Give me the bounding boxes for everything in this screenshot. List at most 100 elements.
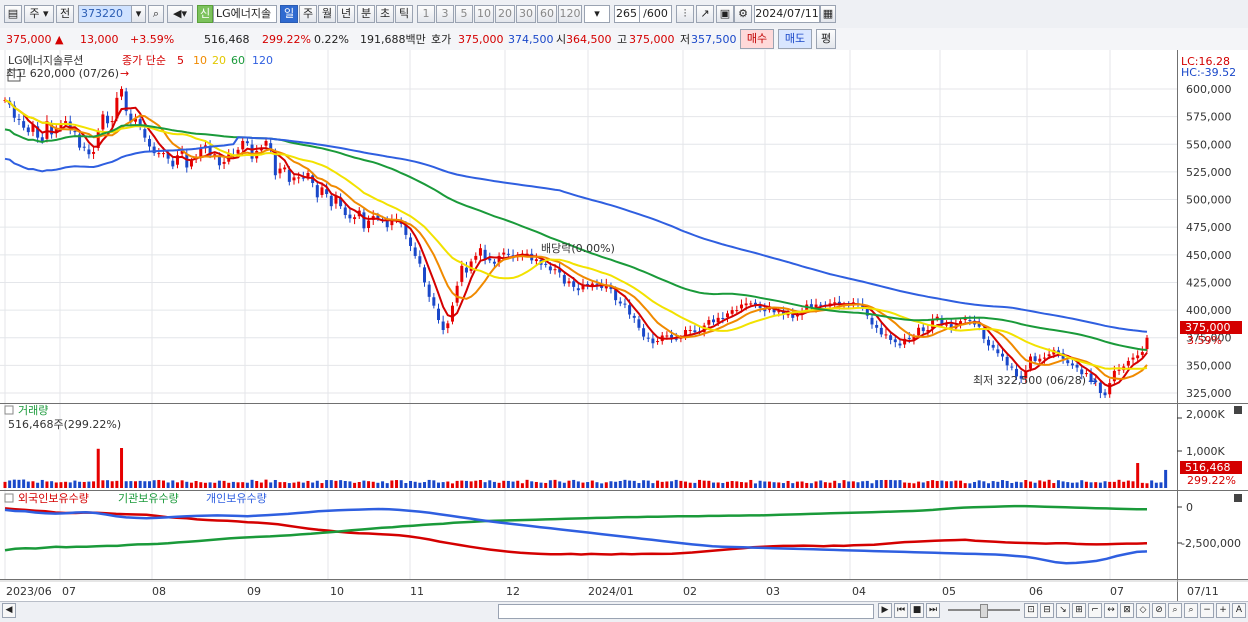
chart-menu-icon[interactable]: ▤ bbox=[4, 5, 22, 23]
candle-body bbox=[618, 301, 622, 304]
candle-body bbox=[222, 161, 226, 164]
candle-type-icon[interactable]: ⫶ bbox=[676, 5, 694, 23]
volume-bar bbox=[781, 483, 785, 488]
volume-bar bbox=[558, 481, 562, 488]
search-icon[interactable]: ⌕ bbox=[148, 5, 164, 23]
stop-icon[interactable]: ■ bbox=[910, 603, 924, 618]
volume-bar bbox=[301, 482, 305, 488]
interval-20[interactable]: 20 bbox=[495, 5, 515, 23]
holding-close-icon[interactable] bbox=[1234, 494, 1242, 502]
timeframe-second[interactable]: 초 bbox=[376, 5, 394, 23]
chart-mode-icon-10[interactable]: ⌕ bbox=[1168, 603, 1182, 618]
volume-bar bbox=[534, 481, 538, 488]
volume-bar bbox=[730, 481, 734, 488]
interval-dropdown[interactable]: ▾ bbox=[584, 5, 610, 23]
zoom-out-icon[interactable]: − bbox=[1200, 603, 1214, 618]
interval-5[interactable]: 5 bbox=[455, 5, 473, 23]
chart-mode-icon-9[interactable]: ⊘ bbox=[1152, 603, 1166, 618]
timeframe-day[interactable]: 일 bbox=[280, 5, 298, 23]
font-size-icon[interactable]: A bbox=[1232, 603, 1246, 618]
chart-mode-icon-1[interactable]: ⊡ bbox=[1024, 603, 1038, 618]
scroll-thumb[interactable] bbox=[498, 604, 874, 619]
chart-mode-icon-3[interactable]: ↘ bbox=[1056, 603, 1070, 618]
low-label: 저 bbox=[680, 33, 691, 46]
volume-bar bbox=[1010, 482, 1014, 488]
new-badge: 신 bbox=[197, 5, 213, 23]
price-axis-label: 350,000 bbox=[1186, 359, 1232, 372]
interval-10[interactable]: 10 bbox=[474, 5, 494, 23]
volume-bar bbox=[884, 479, 888, 488]
stock-chart[interactable]: 600,000 575,000 550,000 525,000 500,000 475,0… bbox=[0, 50, 1248, 601]
jump-start-icon[interactable]: ⏮ bbox=[894, 603, 908, 618]
interval-60[interactable]: 60 bbox=[537, 5, 557, 23]
speaker-icon[interactable]: ◀▾ bbox=[167, 5, 193, 23]
candle-body bbox=[54, 128, 58, 133]
eval-button[interactable]: 평 bbox=[816, 29, 836, 49]
prev-button[interactable]: 전 bbox=[56, 5, 74, 23]
period-select[interactable]: 주 ▾ bbox=[24, 5, 54, 23]
volume-bar bbox=[1070, 482, 1074, 488]
volume-bar bbox=[758, 480, 762, 488]
candle-body bbox=[781, 310, 785, 315]
code-dropdown-icon[interactable]: ▾ bbox=[131, 5, 146, 23]
candle-body bbox=[959, 321, 963, 325]
chart-mode-icon-4[interactable]: ⊞ bbox=[1072, 603, 1086, 618]
chart-mode-icon-6[interactable]: ↔ bbox=[1104, 603, 1118, 618]
sell-button[interactable]: 매도 bbox=[778, 29, 812, 49]
legend-box-icon[interactable] bbox=[7, 69, 21, 82]
scroll-left-icon[interactable]: ◀ bbox=[2, 603, 16, 618]
bar-count-input[interactable]: 265 bbox=[614, 5, 640, 23]
candle-body bbox=[963, 318, 967, 320]
zoom-in-icon[interactable]: ⌕ bbox=[1184, 603, 1198, 618]
holding-panel-icon[interactable] bbox=[4, 493, 14, 503]
interval-3[interactable]: 3 bbox=[436, 5, 454, 23]
date-input[interactable]: 2024/07/11 bbox=[754, 5, 820, 23]
volume-bar bbox=[175, 482, 179, 488]
zoom-slider-handle[interactable] bbox=[980, 604, 988, 618]
chart-mode-icon-2[interactable]: ⊟ bbox=[1040, 603, 1054, 618]
candle-body bbox=[684, 329, 688, 336]
volume-bar bbox=[236, 482, 240, 488]
timeframe-tick[interactable]: 틱 bbox=[395, 5, 413, 23]
scroll-right-icon[interactable]: ▶ bbox=[878, 603, 892, 618]
interval-1[interactable]: 1 bbox=[417, 5, 435, 23]
volume-bar bbox=[1084, 481, 1088, 488]
interval-120[interactable]: 120 bbox=[558, 5, 582, 23]
volume-bar bbox=[744, 482, 748, 488]
stock-name-field[interactable]: LG에너지솔 bbox=[213, 5, 277, 23]
calendar-icon[interactable]: ▦ bbox=[820, 5, 836, 23]
volume-bar bbox=[954, 480, 958, 488]
timeframe-week[interactable]: 주 bbox=[299, 5, 317, 23]
volume-close-icon[interactable] bbox=[1234, 406, 1242, 414]
volume-bar bbox=[441, 482, 445, 488]
settings-gear-icon[interactable]: ⚙ bbox=[734, 5, 752, 23]
candle-body bbox=[478, 248, 482, 256]
candle-body bbox=[651, 338, 655, 344]
candle-body bbox=[1098, 382, 1102, 393]
draw-tool-icon[interactable]: ↗ bbox=[696, 5, 714, 23]
jump-end-icon[interactable]: ⏭ bbox=[926, 603, 940, 618]
save-icon[interactable]: ▣ bbox=[716, 5, 734, 23]
candle-body bbox=[861, 304, 865, 308]
chart-mode-icon-5[interactable]: ⌐ bbox=[1088, 603, 1102, 618]
timeframe-minute[interactable]: 분 bbox=[357, 5, 375, 23]
buy-button[interactable]: 매수 bbox=[740, 29, 774, 49]
volume-bar bbox=[982, 481, 986, 488]
volume-bar bbox=[786, 480, 790, 488]
zoom-plus-icon[interactable]: + bbox=[1216, 603, 1230, 618]
interval-30[interactable]: 30 bbox=[516, 5, 536, 23]
candle-body bbox=[1070, 363, 1074, 366]
chart-mode-icon-8[interactable]: ◇ bbox=[1136, 603, 1150, 618]
timeframe-month[interactable]: 월 bbox=[318, 5, 336, 23]
candle-body bbox=[68, 121, 72, 130]
volume-panel-icon[interactable] bbox=[4, 405, 14, 415]
timeframe-year[interactable]: 년 bbox=[337, 5, 355, 23]
candle-body bbox=[753, 302, 757, 305]
volume-bar bbox=[409, 480, 413, 488]
stock-code-input[interactable]: 373220 bbox=[78, 5, 146, 23]
candle-body bbox=[996, 349, 1000, 354]
volume-bar bbox=[1038, 480, 1042, 488]
volume-bar bbox=[17, 479, 21, 488]
chart-mode-icon-7[interactable]: ⊠ bbox=[1120, 603, 1134, 618]
candle-body bbox=[12, 105, 16, 118]
